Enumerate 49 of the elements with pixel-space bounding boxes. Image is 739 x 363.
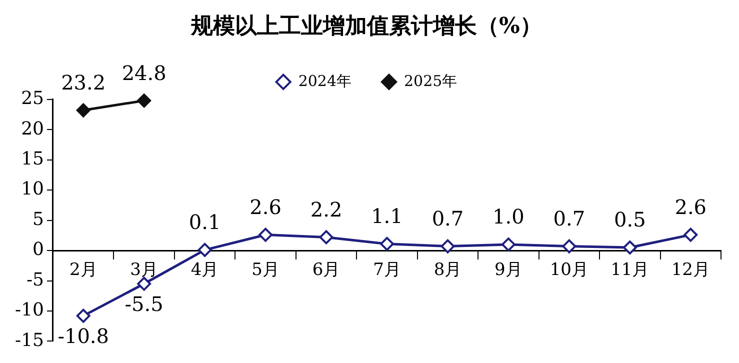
y-tick-label: 10	[21, 178, 44, 200]
point	[684, 228, 698, 242]
x-tick-label: 10月	[550, 260, 588, 280]
point	[76, 308, 90, 323]
x-tick-label: 7月	[373, 260, 401, 280]
data-label: 0.1	[188, 210, 221, 234]
data-label: -5.5	[124, 292, 164, 316]
point	[562, 239, 576, 254]
data-label: 2.6	[674, 195, 707, 220]
data-label: 1.1	[371, 204, 403, 228]
point	[622, 240, 637, 255]
point	[501, 237, 516, 252]
point	[319, 230, 334, 244]
point	[380, 236, 394, 251]
data-label: -10.8	[58, 324, 109, 348]
x-tick-label: 12月	[671, 260, 710, 280]
legend-label: 2025年	[404, 72, 458, 90]
y-tick-label: 0	[32, 239, 44, 260]
x-tick-label: 8月	[434, 260, 462, 280]
data-label: 24.8	[122, 60, 166, 85]
data-label: 2.6	[250, 195, 282, 220]
x-tick-label: 11月	[610, 260, 650, 280]
y-tick-label: -10	[14, 300, 44, 321]
y-tick-label: 20	[21, 118, 44, 140]
y-tick-label: 15	[21, 148, 44, 170]
y-tick-label: -5	[26, 269, 44, 290]
data-label: 2.2	[310, 197, 342, 222]
chart-title: 规模以上工业增加值累计增长（%）	[190, 12, 542, 39]
data-label: 0.7	[432, 206, 464, 230]
x-tick-label: 4月	[190, 260, 219, 280]
point	[76, 103, 90, 118]
x-tick-label: 3月	[130, 260, 158, 280]
data-label: 0.7	[553, 206, 586, 230]
y-tick-label: -15	[14, 330, 44, 351]
point	[258, 228, 273, 242]
x-tick-label: 6月	[312, 260, 340, 280]
point	[137, 276, 152, 291]
x-tick-label: 9月	[494, 260, 522, 280]
y-tick-label: 25	[21, 88, 44, 110]
point	[137, 94, 152, 108]
data-label: 0.5	[614, 208, 646, 232]
x-tick-label: 5月	[252, 260, 280, 280]
legend-label: 2024年	[298, 72, 352, 90]
data-label: 23.2	[61, 70, 106, 94]
y-tick-label: 5	[32, 208, 44, 230]
data-label: 1.0	[492, 204, 524, 229]
point	[198, 242, 212, 257]
x-tick-label: 2月	[69, 260, 98, 280]
point	[440, 239, 455, 254]
